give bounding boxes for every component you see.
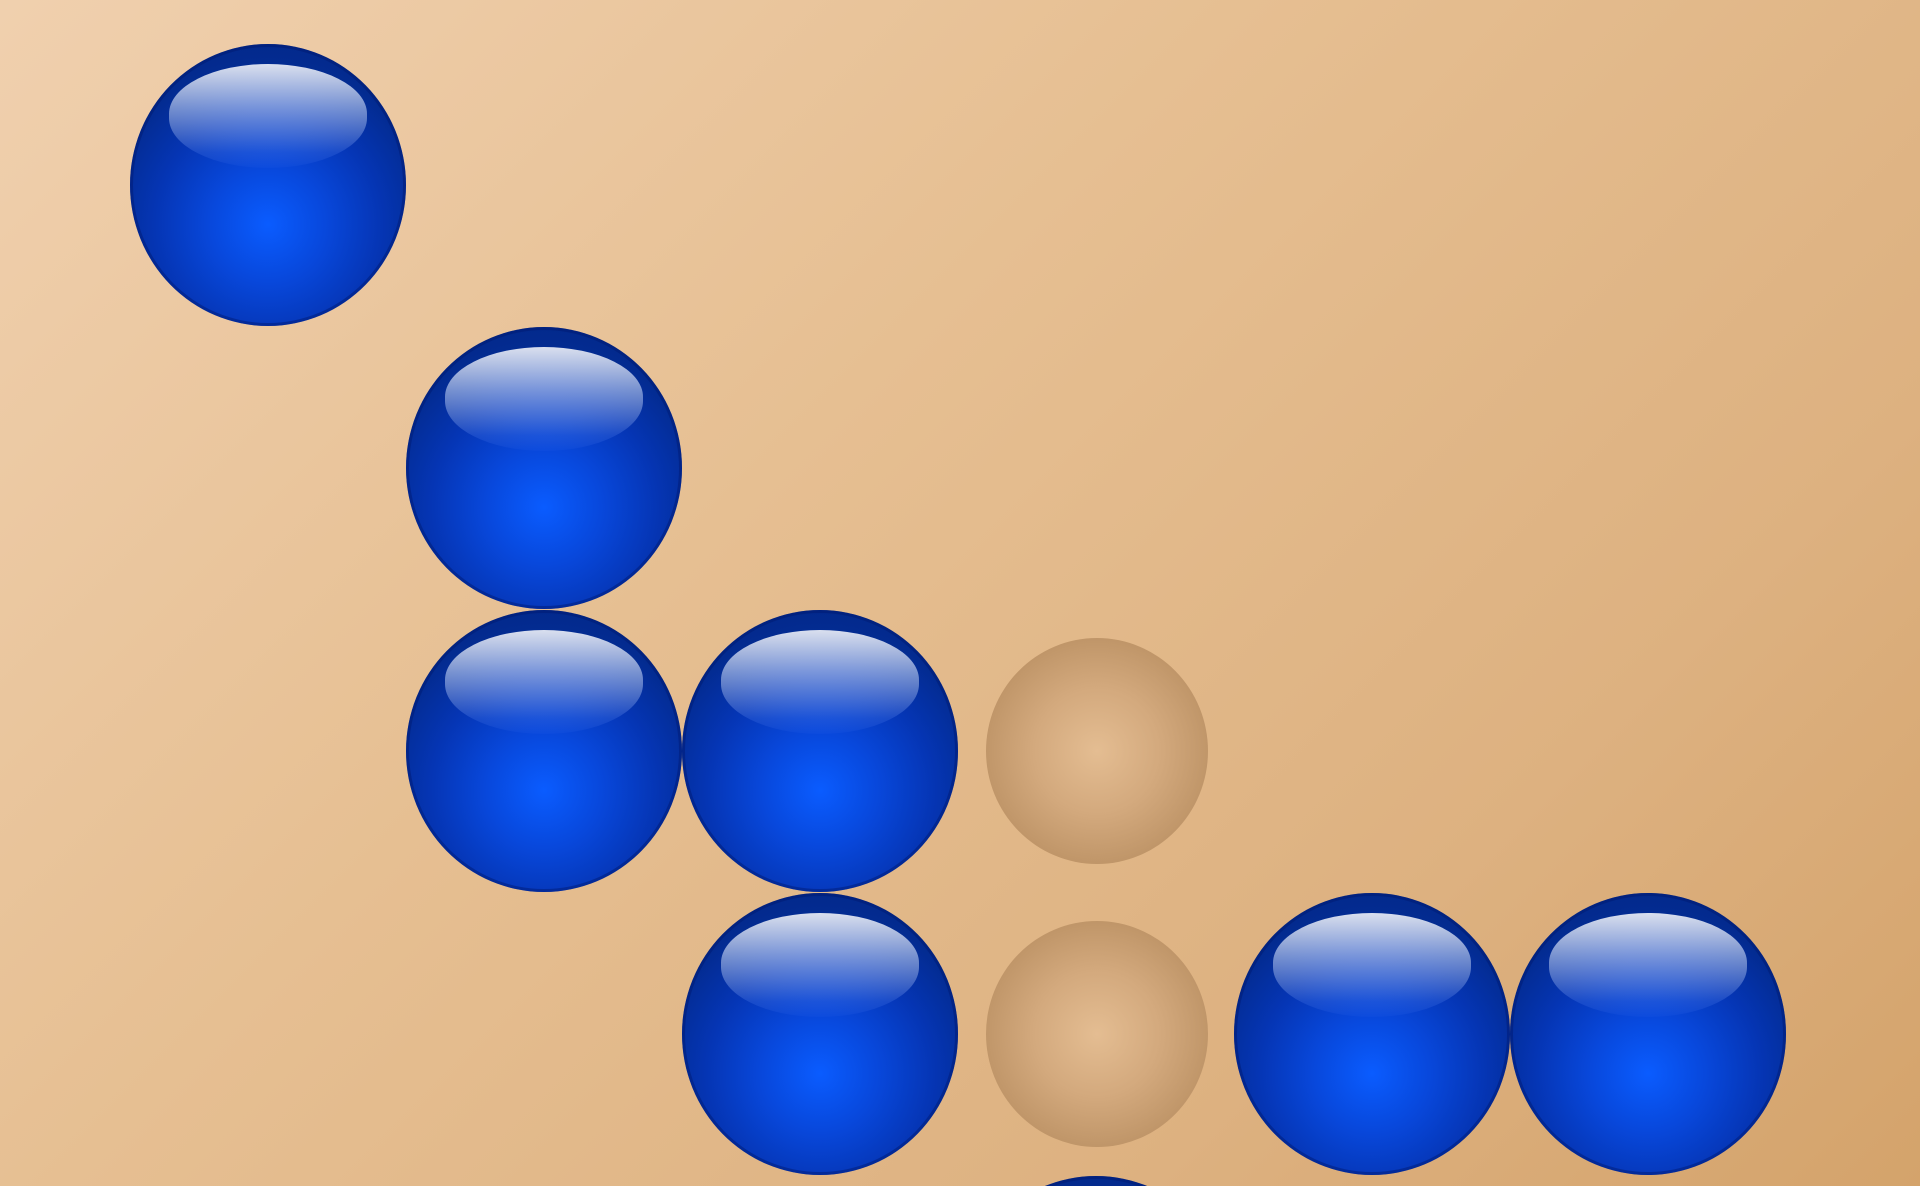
peg-cell-r2-c1[interactable] — [406, 610, 682, 892]
blue-peg — [682, 610, 958, 892]
empty-hole — [986, 921, 1208, 1147]
peg-cell-r1-c1[interactable] — [406, 327, 682, 609]
blue-peg — [958, 1176, 1234, 1186]
blue-peg — [1234, 893, 1510, 1175]
blue-peg — [1510, 893, 1786, 1175]
empty-hole-cell-r3-c3[interactable] — [958, 893, 1234, 1175]
blue-peg — [130, 44, 406, 326]
empty-hole-cell-r2-c3[interactable] — [958, 610, 1234, 892]
peg-cell-r3-c5[interactable] — [1510, 893, 1786, 1175]
peg-cell-r4-c3[interactable] — [958, 1176, 1234, 1186]
blue-peg — [682, 893, 958, 1175]
peg-cell-r3-c2[interactable] — [682, 893, 958, 1175]
peg-cell-r2-c2[interactable] — [682, 610, 958, 892]
peg-cell-r3-c4[interactable] — [1234, 893, 1510, 1175]
empty-hole — [986, 638, 1208, 864]
peg-cell-r0-c0[interactable] — [130, 44, 406, 326]
blue-peg — [406, 610, 682, 892]
blue-peg — [406, 327, 682, 609]
